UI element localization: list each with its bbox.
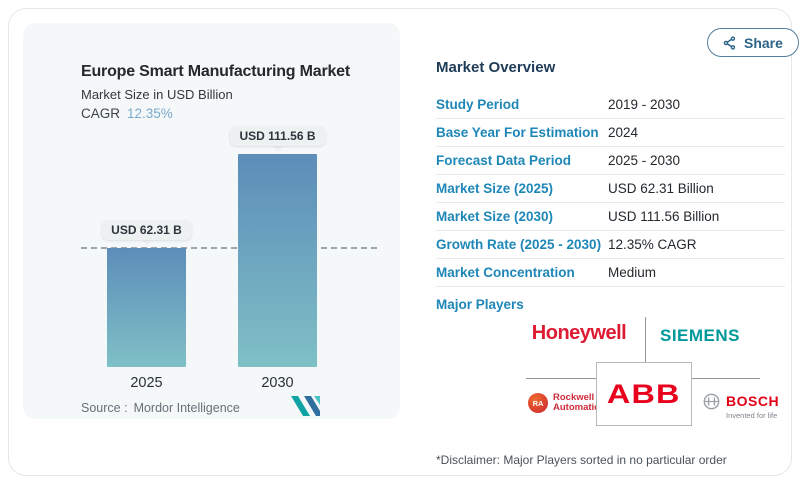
chart-subtitle: Market Size in USD Billion [81,87,233,102]
source-label: Source : [81,401,128,415]
chart-bar-2030[interactable] [238,154,317,367]
row-label: Study Period [436,97,520,112]
row-label: Forecast Data Period [436,153,572,168]
source-value: Mordor Intelligence [133,401,240,415]
source-row: Source : Mordor Intelligence [81,401,240,415]
table-row: Market Size (2030) USD 111.56 Billion [436,203,785,231]
bosch-armature-icon [703,393,720,410]
share-button[interactable]: Share [707,28,799,57]
row-label: Market Size (2025) [436,181,554,196]
disclaimer-text: *Disclaimer: Major Players sorted in no … [436,453,727,467]
reference-dashed-line [81,247,377,250]
row-label: Market Size (2030) [436,209,554,224]
table-row: Forecast Data Period 2025 - 2030 [436,147,785,175]
cagr-row: CAGR 12.35% [81,106,173,121]
table-row: Base Year For Estimation 2024 [436,119,785,147]
table-row: Study Period 2019 - 2030 [436,91,785,119]
cagr-label: CAGR [81,106,121,121]
row-value: 2024 [608,125,639,140]
x-axis-label: 2025 [130,375,163,391]
chart-bar-2025[interactable] [107,248,186,367]
mordor-intelligence-logo-icon [291,396,320,416]
siemens-logo: SIEMENS [660,326,741,345]
bosch-tagline: Invented for life [726,411,778,420]
rockwell-line1: Rockwell [553,392,595,403]
rockwell-logo-text: Rockwell Automation [553,392,606,414]
share-icon [723,35,736,50]
cagr-value: 12.35% [127,106,173,121]
row-label: Market Concentration [436,265,575,280]
market-overview-card: Europe Smart Manufacturing Market Market… [8,8,799,476]
rockwell-automation-logo: RA Rockwell Automation [528,392,606,414]
x-axis-label: 2030 [261,375,294,391]
bar-value-label: USD 111.56 B [229,126,326,146]
chart-title: Europe Smart Manufacturing Market [81,63,351,80]
section-heading: Market Overview [436,59,556,76]
table-row: Market Concentration Medium [436,259,785,287]
table-row: Market Size (2025) USD 62.31 Billion [436,175,785,203]
chart-panel: Europe Smart Manufacturing Market Market… [23,23,400,419]
major-players-label: Major Players [436,297,524,312]
share-button-label: Share [744,34,783,51]
overview-table: Study Period 2019 - 2030 Base Year For E… [436,91,785,287]
row-value: Medium [608,265,657,280]
row-value: 12.35% CAGR [608,237,697,252]
bar-value-label: USD 62.31 B [101,220,192,240]
bosch-text-group: BOSCH Invented for life [726,393,779,420]
rockwell-line2: Automation [553,402,606,414]
org-chart-vertical-line [645,317,646,362]
row-value: 2019 - 2030 [608,97,681,112]
row-value: USD 62.31 Billion [608,181,714,196]
abb-logo: ABB [607,378,681,409]
row-value: 2025 - 2030 [608,153,681,168]
row-label: Base Year For Estimation [436,125,599,140]
abb-logo-box: ABB [596,362,692,426]
bosch-logo-text: BOSCH [726,393,780,409]
table-row: Growth Rate (2025 - 2030) 12.35% CAGR [436,231,785,259]
rockwell-badge-icon: RA [528,393,548,414]
row-label: Growth Rate (2025 - 2030) [436,237,602,252]
bosch-logo: BOSCH Invented for life [703,393,779,420]
row-value: USD 111.56 Billion [608,209,720,224]
honeywell-logo: Honeywell [531,322,627,344]
